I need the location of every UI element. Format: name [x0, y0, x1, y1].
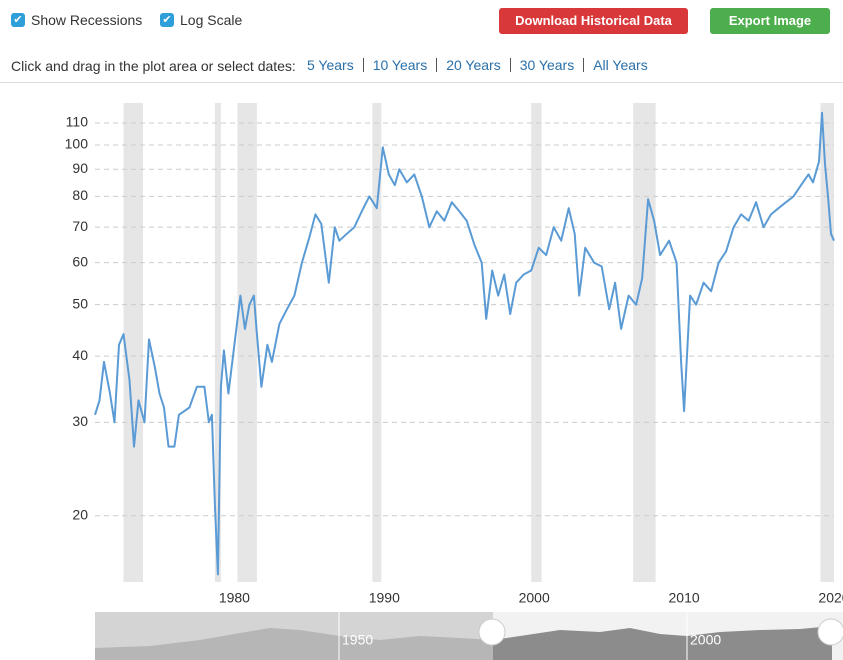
range-link[interactable]: 30 Years	[509, 58, 584, 72]
recession-band	[214, 103, 221, 582]
navigator-handle[interactable]	[478, 618, 506, 646]
navigator[interactable]: 1950 2000	[95, 612, 843, 660]
x-tick-label: 2000	[519, 590, 550, 606]
recession-band	[633, 103, 656, 582]
range-link[interactable]: All Years	[583, 58, 656, 72]
navigator-label: 1950	[342, 632, 373, 648]
y-tick-label: 30	[72, 413, 88, 429]
download-button[interactable]: Download Historical Data	[499, 8, 688, 34]
y-tick-label: 70	[72, 218, 88, 234]
plot: 20 30 40 50 60 70 80 90 100 110 1980 1990 2000 2010 20…	[65, 103, 843, 606]
range-link[interactable]: 5 Years	[307, 57, 354, 73]
x-tick-label: 2010	[669, 590, 700, 606]
y-tick-label: 100	[65, 136, 89, 152]
recession-band	[372, 103, 382, 582]
y-tick-label: 20	[72, 506, 88, 522]
recession-band	[123, 103, 143, 582]
check-icon: ✔	[11, 13, 25, 27]
range-link[interactable]: 20 Years	[436, 58, 510, 72]
recession-band	[237, 103, 257, 582]
y-tick-label: 80	[72, 187, 88, 203]
checkbox-label: Log Scale	[180, 12, 243, 28]
y-tick-label: 50	[72, 295, 88, 311]
range-links: 5 Years 10 Years 20 Years 30 Years All Y…	[307, 58, 657, 72]
navigator-label: 2000	[690, 632, 721, 648]
checkbox[interactable]: ✔ Log Scale	[160, 12, 242, 28]
toolbar: ✔ Show Recessions ✔ Log Scale Download His…	[0, 0, 843, 83]
x-tick-label: 2020	[818, 590, 843, 606]
y-tick-label: 90	[72, 160, 88, 176]
checkbox-label: Show Recessions	[31, 12, 143, 28]
price-line	[94, 111, 835, 576]
x-tick-label: 1980	[219, 590, 250, 606]
export-button[interactable]: Export Image	[710, 8, 830, 34]
x-tick-label: 1990	[369, 590, 400, 606]
navigator-handle[interactable]	[817, 618, 843, 646]
prompt: Click and drag in the plot area or selec…	[11, 58, 296, 74]
check-icon: ✔	[160, 13, 174, 27]
recession-band	[820, 103, 834, 582]
range-link[interactable]: 10 Years	[362, 58, 437, 72]
y-tick-label: 60	[72, 253, 88, 269]
checkbox[interactable]: ✔ Show Recessions	[11, 12, 142, 28]
y-tick-label: 110	[66, 114, 89, 130]
y-tick-label: 40	[72, 347, 88, 363]
recession-band	[531, 103, 542, 582]
navigator-mask	[95, 612, 493, 660]
